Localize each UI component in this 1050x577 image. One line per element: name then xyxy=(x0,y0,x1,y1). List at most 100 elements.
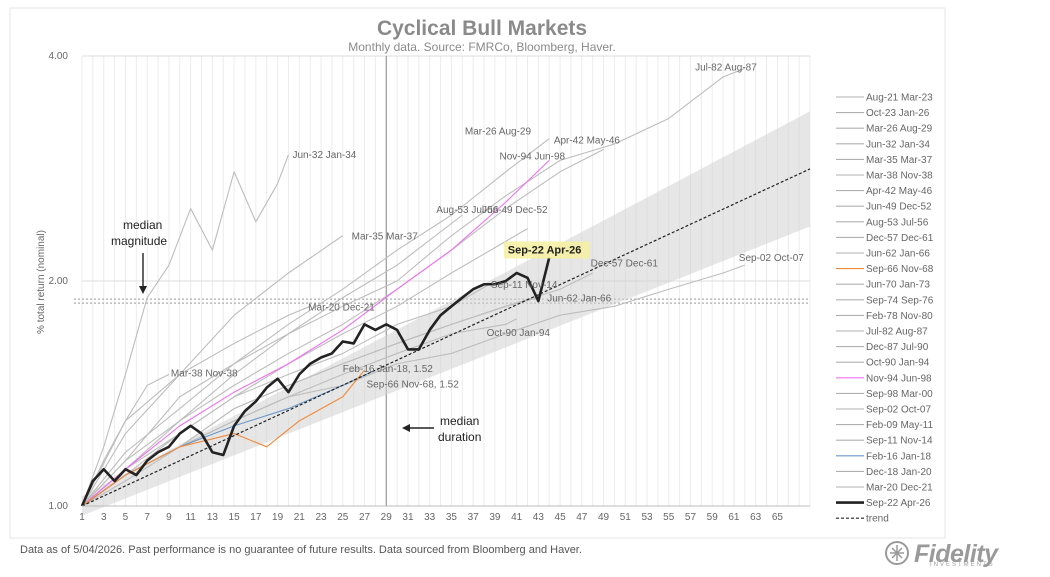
trend-line xyxy=(81,168,811,507)
legend-label: Sep-74 Sep-76 xyxy=(866,295,934,306)
x-tick-label: 1 xyxy=(79,512,85,523)
x-tick-label: 3 xyxy=(101,512,107,523)
median-duration-label: duration xyxy=(438,430,481,444)
median-magnitude-label: magnitude xyxy=(111,234,167,248)
legend-label: Mar-26 Aug-29 xyxy=(866,124,933,135)
label-oct90: Oct-90 Jan-94 xyxy=(487,328,551,339)
label-mar20: Mar-20 Dec-21 xyxy=(308,302,375,313)
x-tick-label: 63 xyxy=(750,512,762,523)
current-label-highlight xyxy=(503,241,590,259)
legend-label: Jun-62 Jan-66 xyxy=(866,249,930,260)
y-tick-label: 1.00 xyxy=(49,501,69,512)
x-tick-label: 45 xyxy=(555,512,567,523)
series-line-aug-53-jul-56 xyxy=(81,214,463,507)
x-tick-label: 9 xyxy=(166,512,172,523)
legend-label: Aug-53 Jul-56 xyxy=(866,217,929,228)
legend-label: Mar-38 Nov-38 xyxy=(866,171,933,182)
median-magnitude-arrowhead xyxy=(139,286,147,294)
legend-label: trend xyxy=(866,514,889,525)
legend-label: Mar-35 Mar-37 xyxy=(866,155,933,166)
legend-label: Sep-98 Mar-00 xyxy=(866,389,933,400)
legend-label: Dec-87 Jul-90 xyxy=(866,342,929,353)
series-line-jul-82-aug-87 xyxy=(81,67,746,507)
legend-label: Oct-90 Jan-94 xyxy=(866,358,930,369)
legend-label: Feb-09 May-11 xyxy=(866,420,934,431)
footnote: Data as of 5/04/2026. Past performance i… xyxy=(20,544,582,556)
label-jun32: Jun-32 Jan-34 xyxy=(292,150,356,161)
label-jun62: Jun-62 Jan-66 xyxy=(547,294,611,305)
legend-label: Aug-21 Mar-23 xyxy=(866,93,933,104)
x-tick-label: 19 xyxy=(272,512,284,523)
y-tick-label: 4.00 xyxy=(49,51,69,62)
label-feb16: Feb-16 Jan-18, 1.52 xyxy=(343,364,433,375)
label-apr42: Apr-42 May-46 xyxy=(554,135,621,146)
label-sep66: Sep-66 Nov-68, 1.52 xyxy=(367,379,460,390)
label-aug53: Aug-53 Jul-56 xyxy=(436,205,499,216)
legend-label: Apr-42 May-46 xyxy=(866,186,933,197)
fidelity-logo-text: Fidelity xyxy=(914,540,998,568)
x-tick-label: 35 xyxy=(446,512,458,523)
legend-label: Sep-11 Nov-14 xyxy=(866,436,933,447)
legend-label: Sep-02 Oct-07 xyxy=(866,405,931,416)
x-tick-label: 25 xyxy=(337,512,349,523)
legend-label: Dec-18 Jan-20 xyxy=(866,467,932,478)
axes: 1 3 5 7 9 11 13 15 17 19 21 23 25 27 29 31 33 35 37 39 41 43 4… xyxy=(49,51,810,523)
series-line-jun-32-jan-34 xyxy=(81,154,289,507)
series-line-sep-11-nov-14 xyxy=(81,280,496,507)
x-tick-label: 37 xyxy=(468,512,480,523)
label-jun49: Jun-49 Dec-52 xyxy=(482,205,548,216)
legend-label: Jul-82 Aug-87 xyxy=(866,327,928,338)
label-mar35: Mar-35 Mar-37 xyxy=(352,232,419,243)
x-tick-label: 15 xyxy=(229,512,241,523)
series-layer xyxy=(80,67,811,507)
x-tick-label: 55 xyxy=(663,512,675,523)
chart-frame xyxy=(9,7,946,539)
fidelity-logo-sub: INVESTMENTS xyxy=(930,562,995,568)
legend: Aug-21 Mar-23 Oct-23 Jan-26 Mar-26 Aug-29 J… xyxy=(836,93,934,525)
label-sep02: Sep-02 Oct-07 xyxy=(739,253,804,264)
legend-label: Sep-22 Apr-26 xyxy=(866,498,931,509)
legend-label: Sep-66 Nov-68 xyxy=(866,264,934,275)
x-tick-label: 27 xyxy=(359,512,371,523)
series-line-sep-66-nov-68 xyxy=(81,369,365,507)
legend-label: Jun-49 Dec-52 xyxy=(866,202,932,213)
chart-title: Cyclical Bull Markets xyxy=(377,17,587,40)
label-sep11: Sep-11 Nov-14 xyxy=(491,280,558,291)
legend-label: Dec-57 Dec-61 xyxy=(866,233,934,244)
x-tick-label: 47 xyxy=(576,512,588,523)
x-tick-label: 65 xyxy=(772,512,784,523)
x-tick-label: 49 xyxy=(598,512,610,523)
x-tick-label: 61 xyxy=(728,512,740,523)
y-axis-label: % total return (nominal) xyxy=(36,230,47,334)
x-tick-label: 43 xyxy=(533,512,545,523)
median-duration-label: median xyxy=(440,414,479,428)
series-line-mar-26-aug-29 xyxy=(81,138,550,507)
x-tick-label: 13 xyxy=(207,512,219,523)
series-line-sep-22-apr-26 xyxy=(80,257,551,507)
label-dec57: Dec-57 Dec-61 xyxy=(591,258,659,269)
legend-label: Mar-20 Dec-21 xyxy=(866,483,933,494)
x-tick-label: 53 xyxy=(641,512,653,523)
y-tick-label: 2.00 xyxy=(49,276,69,287)
x-tick-label: 33 xyxy=(424,512,436,523)
label-jul82: Jul-82 Aug-87 xyxy=(695,62,757,73)
x-tick-label: 51 xyxy=(620,512,632,523)
x-tick-label: 59 xyxy=(707,512,719,523)
x-tick-label: 41 xyxy=(511,512,523,523)
legend-label: Feb-16 Jan-18 xyxy=(866,451,931,462)
x-tick-label: 17 xyxy=(250,512,262,523)
x-tick-label: 29 xyxy=(381,512,393,523)
label-current: Sep-22 Apr-26 xyxy=(508,245,582,257)
median-duration-arrowhead xyxy=(402,424,410,432)
series-line-nov-94-jun-98 xyxy=(81,159,550,507)
x-tick-label: 7 xyxy=(144,512,150,523)
annotations: Jul-82 Aug-87 Mar-26 Aug-29 Apr-42 May-46 J… xyxy=(111,62,804,444)
series-line-apr-42-may-46 xyxy=(81,148,604,507)
x-tick-label: 31 xyxy=(402,512,414,523)
label-mar38: Mar-38 Nov-38 xyxy=(171,368,238,379)
median-magnitude-label: median xyxy=(123,218,162,232)
legend-label: Oct-23 Jan-26 xyxy=(866,108,930,119)
trend-band xyxy=(82,111,810,516)
chart-subtitle: Monthly data. Source: FMRCo, Bloomberg, … xyxy=(348,40,615,54)
x-tick-label: 5 xyxy=(123,512,129,523)
